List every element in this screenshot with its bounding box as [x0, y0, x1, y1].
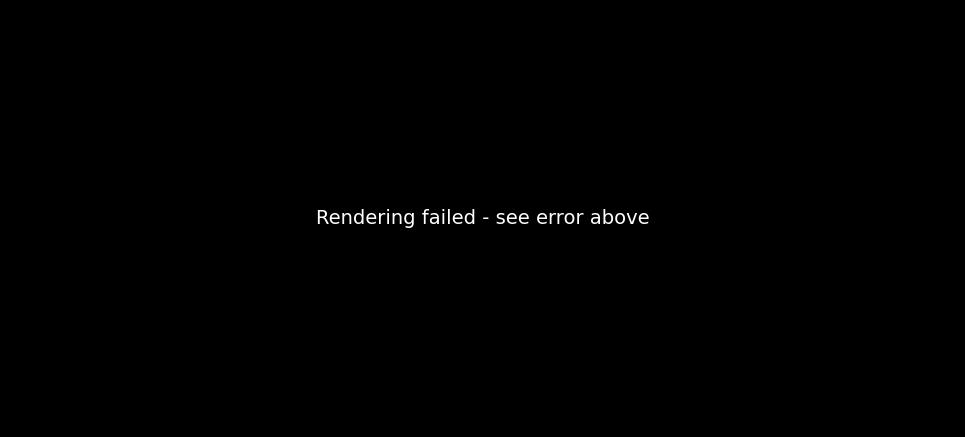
Text: Rendering failed - see error above: Rendering failed - see error above: [316, 209, 649, 228]
